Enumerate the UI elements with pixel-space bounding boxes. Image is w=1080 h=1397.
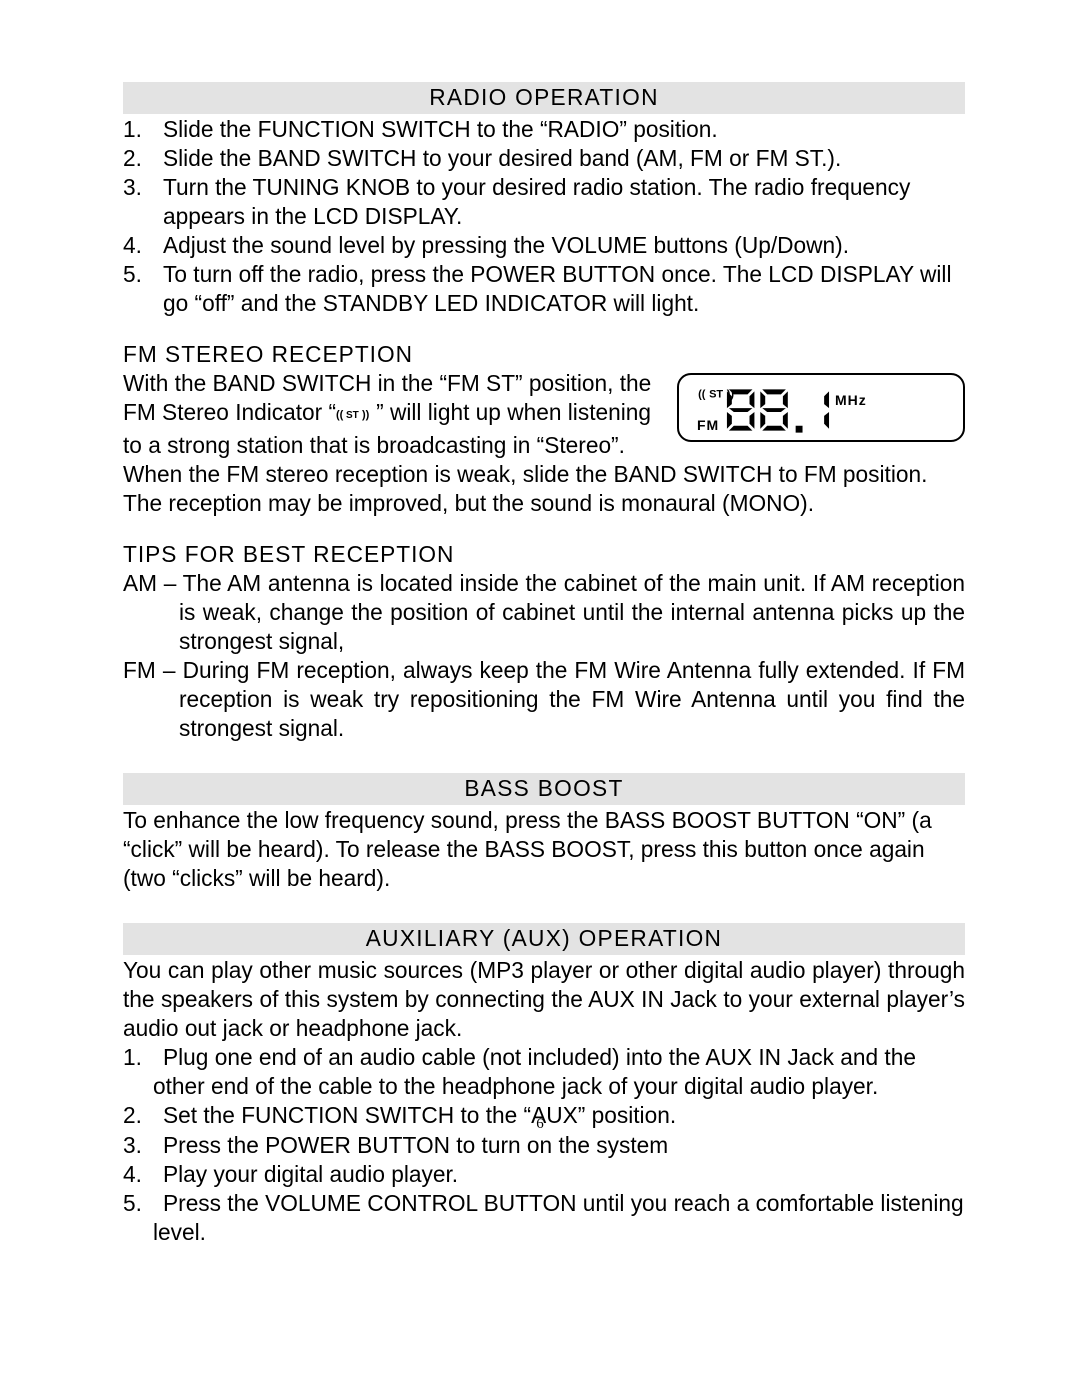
svg-text:((: (( xyxy=(698,389,706,401)
svg-text:ST: ST xyxy=(346,410,359,421)
tips-fm: FM – During FM reception, always keep th… xyxy=(123,656,965,743)
stereo-inline-icon: ((ST)) xyxy=(336,401,376,430)
bass-body: To enhance the low frequency sound, pres… xyxy=(123,806,965,893)
aux-intro: You can play other music sources (MP3 pl… xyxy=(123,956,965,1043)
lcd-band: FM xyxy=(697,417,719,435)
list-item: To turn off the radio, press the POWER B… xyxy=(163,260,965,318)
tips-title: TIPS FOR BEST RECEPTION xyxy=(123,540,965,569)
aux-steps-list: Plug one end of an audio cable (not incl… xyxy=(123,1043,965,1246)
manual-page: RADIO OPERATION Slide the FUNCTION SWITC… xyxy=(0,0,1080,1397)
radio-steps-list: Slide the FUNCTION SWITCH to the “RADIO”… xyxy=(123,115,965,318)
lcd-frequency xyxy=(723,387,831,437)
lcd-display: (( ST )) FM MHz xyxy=(677,373,965,442)
fm-stereo-block: (( ST )) FM MHz xyxy=(123,369,965,459)
list-item: Plug one end of an audio cable (not incl… xyxy=(153,1043,965,1101)
svg-text:ST: ST xyxy=(709,389,723,401)
list-item: Play your digital audio player. xyxy=(153,1160,965,1189)
section-header-bass: BASS BOOST xyxy=(123,773,965,805)
fm-stereo-body-2: When the FM stereo reception is weak, sl… xyxy=(123,460,965,518)
section-header-aux: AUXILIARY (AUX) OPERATION xyxy=(123,923,965,955)
list-item: Turn the TUNING KNOB to your desired rad… xyxy=(163,173,965,231)
tips-am: AM – The AM antenna is located inside th… xyxy=(123,569,965,656)
fm-stereo-title: FM STEREO RECEPTION xyxy=(123,340,965,369)
list-item: Press the POWER BUTTON to turn on the sy… xyxy=(153,1131,965,1160)
text: The AM antenna is located inside the cab… xyxy=(179,570,965,654)
section-header-radio: RADIO OPERATION xyxy=(123,82,965,114)
label-am: AM – xyxy=(123,570,183,596)
list-item: Adjust the sound level by pressing the V… xyxy=(163,231,965,260)
list-item: Press the VOLUME CONTROL BUTTON until yo… xyxy=(153,1189,965,1247)
svg-text:((: (( xyxy=(336,409,344,421)
lcd-unit: MHz xyxy=(835,392,867,410)
list-item: Slide the BAND SWITCH to your desired ba… xyxy=(163,144,965,173)
text: During FM reception, always keep the FM … xyxy=(179,657,965,741)
list-item: Slide the FUNCTION SWITCH to the “RADIO”… xyxy=(163,115,965,144)
label-fm: FM – xyxy=(123,657,183,683)
page-number: 6 xyxy=(0,1115,1080,1134)
svg-text:)): )) xyxy=(362,409,370,421)
